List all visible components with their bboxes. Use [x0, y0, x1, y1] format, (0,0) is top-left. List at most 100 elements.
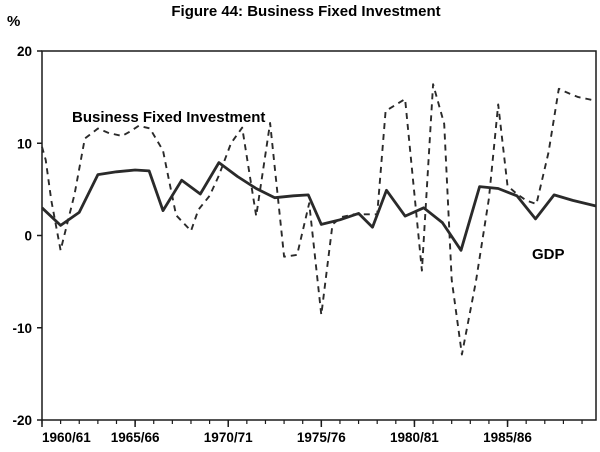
data-point-business-fixed-investment	[84, 137, 86, 139]
data-point-gdp	[274, 197, 276, 199]
data-point-business-fixed-investment	[443, 123, 445, 125]
data-point-business-fixed-investment	[269, 122, 271, 124]
series-label-gdp: GDP	[532, 246, 565, 263]
data-point-gdp	[339, 219, 341, 221]
data-point-gdp	[148, 170, 150, 172]
data-point-business-fixed-investment	[97, 127, 99, 129]
data-point-business-fixed-investment	[488, 197, 490, 199]
data-point-gdp	[497, 187, 499, 189]
data-point-business-fixed-investment	[320, 314, 322, 316]
data-point-gdp	[162, 209, 164, 211]
y-tick-label: -20	[12, 413, 32, 428]
data-point-gdp	[460, 249, 462, 251]
data-point-business-fixed-investment	[506, 185, 508, 187]
data-point-gdp	[255, 187, 257, 189]
data-point-business-fixed-investment	[41, 146, 43, 148]
data-point-business-fixed-investment	[190, 230, 192, 232]
data-point-business-fixed-investment	[208, 195, 210, 197]
data-point-business-fixed-investment	[108, 132, 110, 134]
data-point-gdp	[78, 211, 80, 213]
data-point-gdp	[478, 185, 480, 187]
data-point-business-fixed-investment	[461, 353, 463, 355]
data-point-gdp	[516, 195, 518, 197]
data-point-business-fixed-investment	[404, 98, 406, 100]
data-point-business-fixed-investment	[308, 202, 310, 204]
y-tick-label: -10	[12, 321, 32, 336]
data-point-business-fixed-investment	[50, 199, 52, 201]
data-point-business-fixed-investment	[497, 103, 499, 105]
data-point-business-fixed-investment	[296, 254, 298, 256]
data-point-gdp	[595, 205, 597, 207]
data-point-gdp	[553, 194, 555, 196]
data-point-business-fixed-investment	[475, 280, 477, 282]
x-tick-label: 1965/66	[111, 430, 160, 445]
x-tick-label: 1985/86	[483, 430, 532, 445]
data-point-business-fixed-investment	[432, 83, 434, 85]
data-point-gdp	[307, 194, 309, 196]
y-tick-label: 10	[17, 136, 32, 151]
x-tick-label: 1970/71	[204, 430, 253, 445]
data-point-gdp	[181, 179, 183, 181]
data-point-business-fixed-investment	[595, 100, 597, 102]
x-tick-label: 1975/76	[297, 430, 346, 445]
data-point-business-fixed-investment	[421, 269, 423, 271]
data-point-business-fixed-investment	[586, 98, 588, 100]
data-point-gdp	[115, 171, 117, 173]
data-point-gdp	[572, 199, 574, 201]
data-point-gdp	[236, 175, 238, 177]
data-point-business-fixed-investment	[255, 215, 257, 217]
data-point-business-fixed-investment	[331, 223, 333, 225]
data-point-gdp	[423, 207, 425, 209]
series-line-business-fixed-investment	[41, 83, 597, 356]
data-point-business-fixed-investment	[367, 213, 369, 215]
data-point-business-fixed-investment	[568, 92, 570, 94]
data-point-business-fixed-investment	[218, 174, 220, 176]
x-tick-label: 1960/61	[42, 430, 91, 445]
data-point-gdp	[385, 189, 387, 191]
data-point-business-fixed-investment	[525, 199, 527, 201]
data-point-business-fixed-investment	[547, 151, 549, 153]
axis-layer: -20 -10 0 10 20 1960/61 1965/66 1970/71 1975/76 1…	[12, 44, 597, 445]
series-layer	[41, 83, 597, 356]
data-point-business-fixed-investment	[121, 135, 123, 137]
y-axis-unit: %	[7, 13, 20, 30]
data-point-gdp	[357, 212, 359, 214]
data-point-gdp	[97, 173, 99, 175]
label-layer: Business Fixed Investment GDP	[72, 109, 565, 263]
data-point-gdp	[59, 224, 61, 226]
data-point-business-fixed-investment	[73, 193, 75, 195]
data-point-business-fixed-investment	[149, 127, 151, 129]
series-line-gdp	[41, 161, 597, 252]
data-point-business-fixed-investment	[129, 130, 131, 132]
data-point-gdp	[41, 207, 43, 209]
data-point-gdp	[292, 195, 294, 197]
data-point-gdp	[134, 169, 136, 171]
data-point-gdp	[199, 193, 201, 195]
series-label-business-fixed-investment: Business Fixed Investment	[72, 109, 265, 126]
data-point-business-fixed-investment	[59, 249, 61, 251]
data-point-business-fixed-investment	[451, 279, 453, 281]
data-point-gdp	[320, 223, 322, 225]
chart-title: Figure 44: Business Fixed Investment	[171, 3, 440, 20]
y-tick-label: 0	[24, 229, 32, 244]
data-point-gdp	[534, 218, 536, 220]
data-point-business-fixed-investment	[162, 149, 164, 151]
data-point-business-fixed-investment	[197, 209, 199, 211]
data-point-business-fixed-investment	[241, 126, 243, 128]
data-point-business-fixed-investment	[45, 159, 47, 161]
data-point-business-fixed-investment	[175, 214, 177, 216]
y-tick-label: 20	[17, 44, 32, 59]
data-point-gdp	[218, 161, 220, 163]
data-point-gdp	[404, 215, 406, 217]
data-point-business-fixed-investment	[384, 110, 386, 112]
data-point-business-fixed-investment	[230, 142, 232, 144]
data-point-business-fixed-investment	[283, 256, 285, 258]
plot-frame	[41, 50, 597, 421]
data-point-gdp	[441, 221, 443, 223]
data-point-gdp	[371, 226, 373, 228]
data-point-business-fixed-investment	[577, 96, 579, 98]
data-point-business-fixed-investment	[535, 203, 537, 205]
data-point-business-fixed-investment	[558, 88, 560, 90]
x-tick-label: 1980/81	[390, 430, 439, 445]
